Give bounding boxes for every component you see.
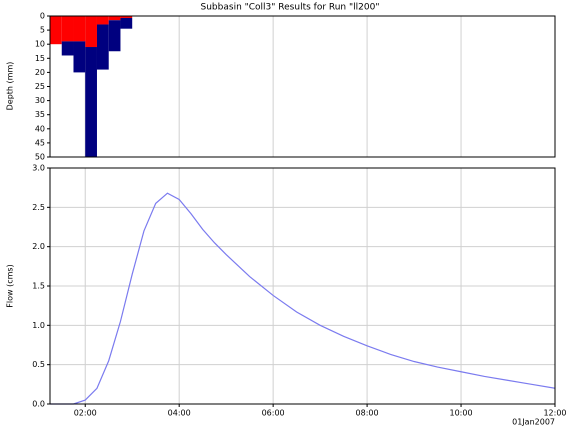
- y-axis-label: Depth (mm): [6, 62, 15, 111]
- bar: [85, 47, 97, 157]
- x-tick-label: 04:00: [168, 409, 191, 418]
- y-tick-label: 30: [35, 96, 45, 105]
- bar: [61, 16, 74, 42]
- y-tick-label: 35: [35, 110, 45, 119]
- plot-frame: [49, 15, 556, 158]
- bar: [96, 24, 109, 70]
- flow-line: [50, 192, 556, 405]
- plot-frame: [49, 167, 556, 405]
- bar: [85, 16, 97, 48]
- y-tick-label: 1.0: [32, 321, 45, 330]
- date-label: 01Jan2007: [512, 418, 555, 427]
- y-tick-label: 15: [35, 54, 45, 63]
- chart-title: Subbasin "Coll3" Results for Run "ll200": [201, 3, 380, 13]
- bar: [120, 17, 133, 29]
- y-tick-label: 20: [35, 68, 45, 77]
- bar: [73, 41, 86, 73]
- y-axis-label: Flow (cms): [6, 264, 15, 307]
- y-tick-label: 50: [35, 153, 45, 162]
- bar: [96, 16, 109, 25]
- x-tick-label: 08:00: [356, 409, 379, 418]
- y-tick-label: 0: [40, 12, 45, 21]
- bar: [61, 41, 74, 56]
- y-tick-label: 3.0: [32, 164, 45, 173]
- y-tick-label: 25: [35, 82, 45, 91]
- bar: [120, 16, 133, 18]
- y-tick-label: 40: [35, 124, 45, 133]
- bar: [108, 20, 121, 52]
- y-tick-label: 0.5: [32, 360, 45, 369]
- y-tick-label: 1.5: [32, 282, 45, 291]
- x-tick-label: 02:00: [74, 409, 97, 418]
- x-tick-label: 06:00: [262, 409, 285, 418]
- bar: [108, 16, 121, 21]
- bar: [73, 16, 86, 42]
- y-tick-label: 2.5: [32, 203, 45, 212]
- y-tick-label: 45: [35, 138, 45, 147]
- y-tick-label: 10: [35, 40, 45, 49]
- bar: [50, 16, 62, 45]
- y-tick-label: 0.0: [32, 400, 45, 409]
- y-tick-label: 2.0: [32, 242, 45, 251]
- y-tick-label: 5: [40, 26, 45, 35]
- x-tick-label: 12:00: [543, 409, 566, 418]
- x-tick-label: 10:00: [450, 409, 473, 418]
